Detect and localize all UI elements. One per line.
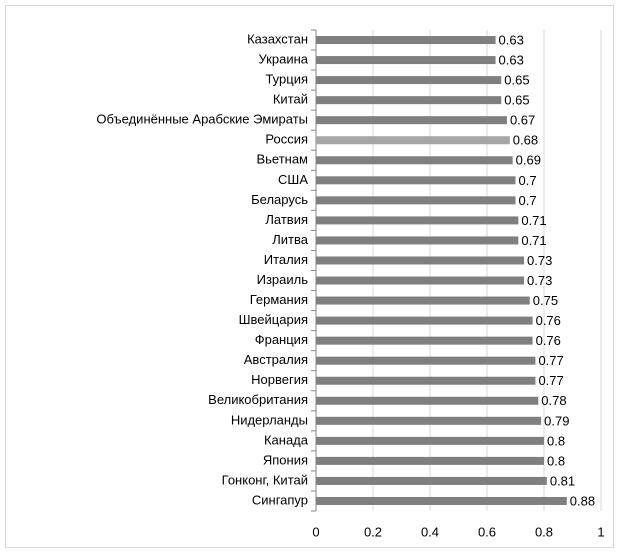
value-label: 0.7 [519,193,537,208]
y-tick-label: Гонконг, Китай [222,472,308,487]
bar [316,56,496,65]
bar [316,116,507,125]
y-tick-label: Сингапур [252,492,308,507]
bar [316,256,525,265]
value-label: 0.68 [513,133,538,148]
bar [316,176,516,185]
y-tick-label: Латвия [265,212,308,227]
y-tick-label: Объединённые Арабские Эмираты [96,112,308,127]
bar [316,96,502,105]
value-label: 0.67 [510,113,535,128]
y-tick-label: Австралия [244,352,308,367]
value-label: 0.8 [547,433,565,448]
bar [316,496,567,505]
value-label: 0.76 [536,333,561,348]
bar [316,276,525,285]
value-label: 0.77 [538,353,563,368]
bar [316,476,547,485]
value-label: 0.71 [521,233,546,248]
bar [316,236,519,245]
value-label: 0.69 [516,153,541,168]
x-tick-label: 0.6 [478,524,496,539]
bar [316,316,533,325]
bar [316,336,533,345]
bar [316,356,536,365]
value-label: 0.81 [550,473,575,488]
y-tick-label: Литва [272,232,309,247]
x-tick-label: 0.8 [535,524,553,539]
value-label: 0.79 [544,413,569,428]
y-tick-label: Вьетнам [256,152,308,167]
y-tick-label: Франция [255,332,308,347]
bar [316,76,502,85]
bar [316,396,539,405]
value-label: 0.7 [519,173,537,188]
value-label: 0.8 [547,453,565,468]
x-tick-label: 0.4 [421,524,439,539]
value-label: 0.65 [504,73,529,88]
value-label: 0.63 [499,53,524,68]
y-tick-label: Турция [265,72,308,87]
y-tick-label: Великобритания [208,392,308,407]
y-tick-label: Израиль [257,272,309,287]
y-tick-label: США [278,172,308,187]
bar [316,216,519,225]
bar [316,156,513,165]
value-label: 0.77 [538,373,563,388]
value-label: 0.63 [499,32,524,47]
bar [316,456,544,465]
y-tick-label: Россия [265,132,308,147]
bar [316,136,510,145]
y-tick-label: Канада [264,432,309,447]
value-label: 0.71 [521,213,546,228]
x-tick-label: 1 [597,524,604,539]
value-label: 0.76 [536,313,561,328]
y-tick-label: Нидерланды [231,412,308,427]
value-label: 0.78 [541,393,566,408]
bar [316,196,516,205]
bar [316,436,544,445]
y-tick-label: Швейцария [239,312,308,327]
y-tick-label: Италия [264,252,308,267]
value-label: 0.88 [570,493,595,508]
value-label: 0.73 [527,273,552,288]
bar [316,296,530,305]
y-tick-label: Норвегия [251,372,308,387]
value-label: 0.75 [533,293,558,308]
bar [316,36,496,45]
y-tick-label: Украина [259,52,309,67]
y-tick-label: Япония [263,452,308,467]
x-tick-label: 0.2 [364,524,382,539]
value-label: 0.73 [527,253,552,268]
y-tick-label: Китай [273,92,308,107]
bar [316,416,542,425]
y-tick-label: Казахстан [247,31,308,46]
y-tick-label: Беларусь [251,192,308,207]
x-tick-label: 0 [312,524,319,539]
value-label: 0.65 [504,93,529,108]
y-tick-label: Германия [250,292,308,307]
bar [316,376,536,385]
